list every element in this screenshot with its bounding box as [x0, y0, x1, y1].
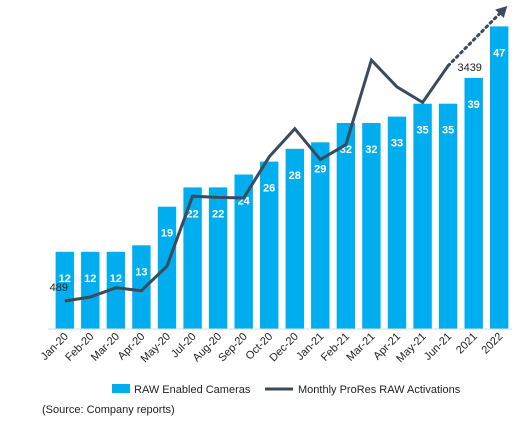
bar-value-label: 26: [263, 183, 275, 195]
bar-value-label: 12: [59, 273, 71, 285]
line-data-label-first: 489: [50, 282, 68, 294]
bar: [311, 142, 330, 329]
bar-value-label: 13: [135, 266, 147, 278]
bar: [387, 116, 407, 329]
bar-value-label: 47: [493, 47, 505, 59]
bar: [260, 161, 279, 329]
bar-value-label: 12: [110, 273, 122, 285]
x-tick-label: Sep-20: [216, 331, 250, 365]
bar-value-label: 19: [161, 228, 173, 240]
bar: [285, 148, 304, 330]
legend-label-activations: Monthly ProRes RAW Activations: [298, 384, 461, 396]
bar-value-label: 12: [84, 273, 96, 285]
bar: [438, 103, 458, 329]
bar: [336, 123, 356, 329]
legend: RAW Enabled Cameras Monthly ProRes RAW A…: [112, 384, 461, 396]
legend-swatch-raw-cameras: [112, 384, 130, 393]
bar-value-label: 32: [365, 144, 377, 156]
bar: [413, 103, 432, 329]
bar-value-label: 35: [442, 125, 454, 137]
x-tick-label: Jun-21: [422, 331, 454, 363]
bar-value-label: 33: [391, 138, 403, 150]
x-tick-labels: Jan-20Feb-20Mar-20Apr-20May-20Jul-20Aug-…: [39, 331, 506, 365]
x-tick-label: Dec-20: [267, 331, 301, 365]
bar-value-label: 29: [314, 163, 326, 175]
legend-label-raw-cameras: RAW Enabled Cameras: [134, 384, 251, 396]
annotations-layer: 489 3439: [50, 62, 482, 294]
projection-arrowhead: [495, 6, 508, 18]
bars-layer: [48, 26, 512, 330]
x-tick-label: Mar-21: [344, 331, 377, 364]
bar-value-label: 28: [289, 170, 301, 182]
line-data-label-last: 3439: [457, 62, 481, 74]
line-layer: [64, 6, 508, 303]
x-tick-label: 2022: [480, 331, 506, 357]
bar: [362, 123, 381, 329]
bar-value-label: 39: [468, 99, 480, 111]
bar: [183, 187, 202, 329]
bar-value-label: 35: [416, 125, 428, 137]
bar: [208, 187, 228, 329]
bar: [55, 251, 74, 330]
bar: [234, 174, 253, 329]
bar: [132, 245, 151, 329]
x-tick-label: Mar-20: [89, 331, 122, 364]
source-note: (Source: Company reports): [42, 404, 175, 416]
x-tick-label: 2021: [454, 331, 480, 357]
bar-value-label: 22: [212, 208, 224, 220]
activations-line: [64, 57, 450, 303]
bar: [81, 251, 100, 330]
bar: [464, 77, 483, 330]
bar-value-label: 22: [186, 208, 198, 220]
bar: [106, 251, 126, 330]
bar: [490, 26, 509, 330]
projection-dotted-line: [446, 10, 503, 68]
